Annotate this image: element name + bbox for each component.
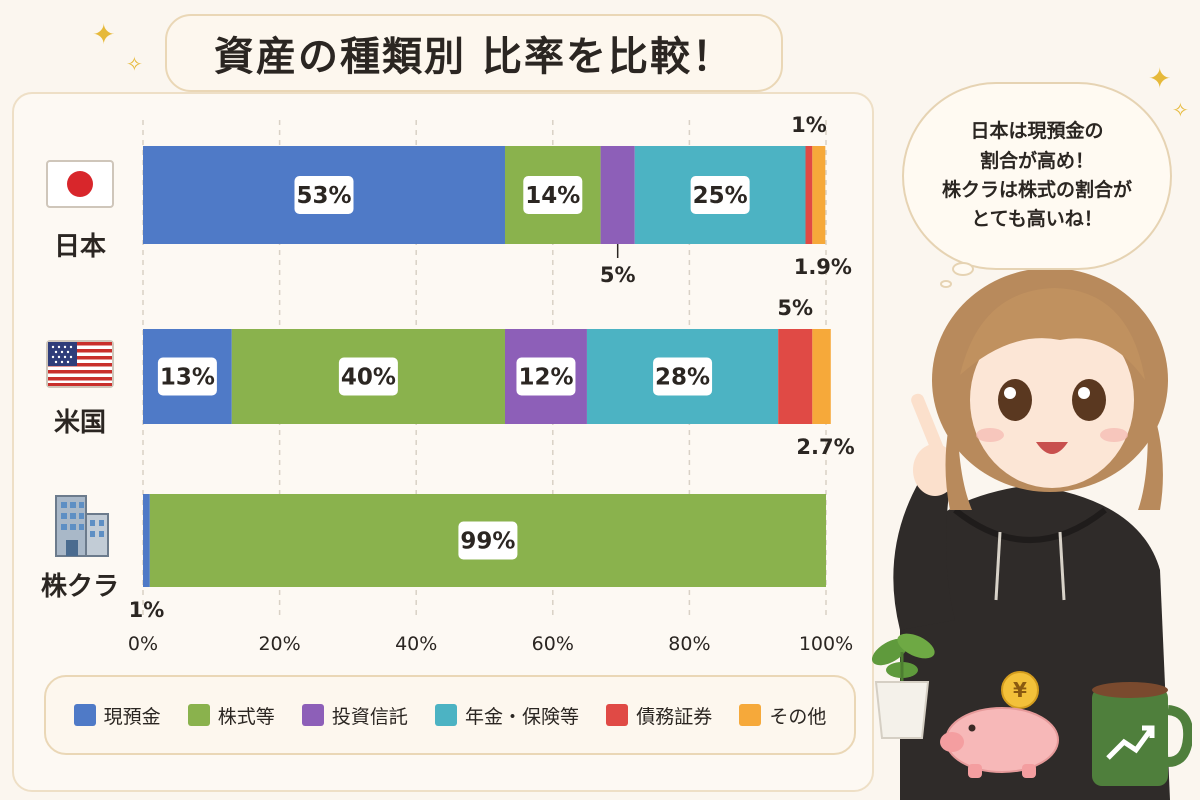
x-tick-label: 60% <box>532 633 574 655</box>
data-label-box <box>458 521 518 560</box>
page-title: 資産の種類別 比率を比較！ <box>165 14 783 92</box>
legend-swatch <box>187 704 210 726</box>
country-label-kabukura: 株クラ <box>40 572 119 602</box>
mug-icon <box>1092 682 1192 786</box>
data-label: 53% <box>296 183 351 209</box>
building-icon <box>55 495 109 557</box>
country-label-us: 米国 <box>53 408 106 438</box>
data-label-box <box>157 357 217 396</box>
legend-swatch <box>606 704 629 726</box>
data-label-box <box>653 357 713 396</box>
data-label: 1.9% <box>794 255 852 279</box>
data-label: 13% <box>160 365 215 391</box>
legend-label: 債務証券 <box>636 705 713 728</box>
piggy-bank-icon: ¥ <box>940 671 1059 778</box>
bar-segment <box>778 329 813 424</box>
data-label: 5% <box>777 296 813 320</box>
data-label-box <box>338 357 398 396</box>
x-tick-label: 20% <box>258 633 300 655</box>
legend-item: 年金・保険等 <box>435 702 579 729</box>
x-tick-label: 100% <box>799 633 853 655</box>
data-label: 99% <box>460 529 515 555</box>
speech-line: 日本は現預金の <box>970 120 1104 143</box>
x-tick-label: 40% <box>395 633 437 655</box>
legend-label: その他 <box>769 705 827 728</box>
data-label: 14% <box>525 183 580 209</box>
legend-swatch <box>435 704 458 726</box>
sparkle-icon: ✦ <box>1148 62 1172 95</box>
data-label-box <box>690 176 750 214</box>
legend-item: その他 <box>739 702 826 729</box>
bar-segment <box>143 494 150 587</box>
legend-item: 現預金 <box>73 702 161 729</box>
svg-text:¥: ¥ <box>1013 678 1027 702</box>
data-label: 40% <box>341 365 396 391</box>
speech-bubble-tail <box>952 262 974 276</box>
japan-flag-icon <box>46 160 114 208</box>
legend-label: 投資信託 <box>331 705 408 728</box>
country-label-japan: 日本 <box>53 232 106 262</box>
speech-line: とても高いね！ <box>971 208 1103 231</box>
sparkle-icon: ✧ <box>126 52 143 76</box>
bar-segment <box>805 146 813 244</box>
legend-item: 投資信託 <box>301 702 408 729</box>
bar-segment <box>812 146 826 244</box>
data-label-box <box>294 176 354 214</box>
speech-bubble-tail <box>940 280 952 288</box>
speech-bubble: 日本は現預金の 割合が高め！ 株クラは株式の割合が とても高いね！ <box>902 82 1172 270</box>
data-label: 12% <box>518 365 573 391</box>
data-label-box <box>523 176 583 214</box>
data-label: 1% <box>129 598 165 622</box>
bar-segment <box>600 146 635 244</box>
legend-item: 株式等 <box>187 702 275 729</box>
sparkle-icon: ✧ <box>1172 98 1189 122</box>
bar-segment <box>812 329 831 424</box>
data-label: 28% <box>655 365 710 391</box>
speech-line: 割合が高め！ <box>979 149 1094 172</box>
data-label: 2.7% <box>796 435 854 459</box>
x-tick-label: 0% <box>128 633 158 655</box>
data-label: 1% <box>791 113 827 137</box>
sparkle-icon: ✦ <box>92 18 116 51</box>
data-label-box <box>516 357 576 396</box>
legend-swatch <box>73 704 96 726</box>
plant-icon <box>871 633 935 739</box>
speech-line: 株クラは株式の割合が <box>941 179 1132 201</box>
legend-swatch <box>739 704 762 726</box>
us-flag-icon <box>46 340 114 388</box>
chart-legend: 現預金 株式等 投資信託 年金・保険等 債務証券 その他 <box>44 675 856 755</box>
legend-label: 年金・保険等 <box>465 705 580 728</box>
legend-label: 株式等 <box>217 705 275 728</box>
legend-swatch <box>301 704 324 726</box>
legend-item: 債務証券 <box>606 702 712 729</box>
data-label: 5% <box>600 263 636 287</box>
data-label: 25% <box>693 183 748 209</box>
x-tick-label: 80% <box>668 633 710 655</box>
legend-label: 現預金 <box>103 705 161 728</box>
